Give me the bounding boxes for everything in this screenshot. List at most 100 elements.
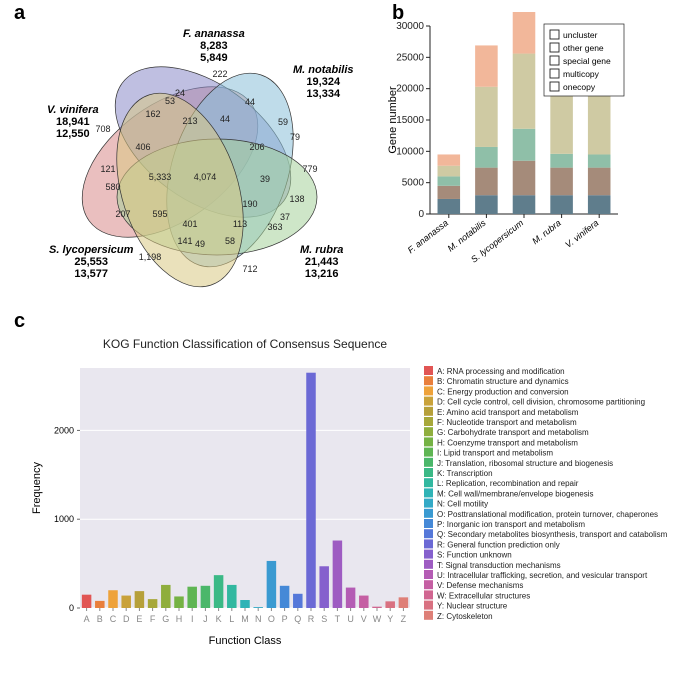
svg-text:V. vinifera: V. vinifera [563, 218, 600, 250]
svg-text:213: 213 [182, 116, 197, 126]
svg-text:2000: 2000 [54, 425, 74, 435]
svg-text:49: 49 [195, 239, 205, 249]
svg-text:712: 712 [242, 264, 257, 274]
svg-text:P: P [282, 614, 288, 624]
svg-text:H: H [176, 614, 183, 624]
svg-text:C: Energy production and conve: C: Energy production and conversion [437, 387, 569, 396]
kog-svg: KOG Function Classification of Consensus… [20, 328, 680, 673]
species-label: S. lycopersicum25,55313,577 [49, 244, 133, 280]
stacked-svg: 0 5000 10000 15000 20000 25000 30000 Gene numbe… [382, 12, 682, 292]
svg-text:B: Chromatin structure and dyn: B: Chromatin structure and dynamics [437, 377, 569, 386]
svg-text:L: Replication, recombination: L: Replication, recombination and repair [437, 479, 579, 488]
svg-text:other gene: other gene [563, 43, 604, 53]
svg-text:121: 121 [100, 164, 115, 174]
svg-text:44: 44 [245, 97, 255, 107]
svg-text:O: Posttranslational modificat: O: Posttranslational modification, prote… [437, 510, 658, 519]
svg-text:0: 0 [418, 209, 424, 220]
svg-text:N: N [255, 614, 262, 624]
svg-text:401: 401 [182, 219, 197, 229]
svg-text:Z: Z [401, 614, 407, 624]
svg-text:I: I [191, 614, 194, 624]
svg-text:5000: 5000 [402, 178, 425, 189]
svg-text:138: 138 [289, 194, 304, 204]
svg-text:Q: Secondary metabolites biosy: Q: Secondary metabolites biosynthesis, t… [437, 530, 668, 539]
svg-text:W: Extracellular structures: W: Extracellular structures [437, 591, 530, 600]
svg-text:44: 44 [220, 114, 230, 124]
svg-text:206: 206 [249, 142, 264, 152]
svg-text:M. rubra: M. rubra [530, 218, 563, 247]
svg-text:363: 363 [267, 222, 282, 232]
svg-text:G: G [162, 614, 169, 624]
svg-text:24: 24 [175, 88, 185, 98]
svg-text:15000: 15000 [396, 115, 424, 126]
svg-text:A: A [84, 614, 90, 624]
svg-text:M: Cell wall/membrane/envelope: M: Cell wall/membrane/envelope biogenesi… [437, 489, 594, 498]
svg-text:406: 406 [135, 142, 150, 152]
svg-text:R: General function prediction: R: General function prediction only [437, 540, 560, 549]
svg-text:79: 79 [290, 132, 300, 142]
svg-text:222: 222 [212, 69, 227, 79]
svg-text:special gene: special gene [563, 56, 611, 66]
svg-text:T: T [335, 614, 341, 624]
svg-text:5,333: 5,333 [149, 172, 172, 182]
svg-text:Y: Y [387, 614, 393, 624]
svg-text:R: R [308, 614, 315, 624]
svg-text:F. ananassa: F. ananassa [406, 218, 450, 256]
svg-text:779: 779 [302, 164, 317, 174]
svg-text:M: M [241, 614, 249, 624]
svg-text:V: V [361, 614, 367, 624]
species-label: F. ananassa8,2835,849 [183, 28, 245, 64]
svg-text:F: F [150, 614, 156, 624]
svg-text:Z: Cytoskeleton: Z: Cytoskeleton [437, 612, 493, 621]
svg-text:39: 39 [260, 174, 270, 184]
svg-text:U: U [347, 614, 354, 624]
svg-text:K: K [216, 614, 222, 624]
svg-text:KOG Function Classification of: KOG Function Classification of Consensus… [103, 337, 387, 351]
svg-text:O: O [268, 614, 275, 624]
svg-text:113: 113 [233, 219, 247, 229]
svg-text:D: Cell cycle control, cell di: D: Cell cycle control, cell division, ch… [437, 398, 645, 407]
svg-text:1,198: 1,198 [139, 252, 162, 262]
svg-text:H: Coenzyme transport and meta: H: Coenzyme transport and metabolism [437, 438, 578, 447]
svg-text:L: L [229, 614, 234, 624]
svg-text:30000: 30000 [396, 21, 424, 32]
svg-text:B: B [97, 614, 103, 624]
svg-text:E: E [136, 614, 142, 624]
svg-text:10000: 10000 [396, 146, 424, 157]
svg-text:20000: 20000 [396, 84, 424, 95]
svg-text:V: Defense mechanisms: V: Defense mechanisms [437, 581, 523, 590]
svg-text:U: Intracellular trafficking,: U: Intracellular trafficking, secretion,… [437, 571, 648, 580]
svg-text:S: Function unknown: S: Function unknown [437, 551, 512, 560]
species-label: M. rubra21,44313,216 [300, 244, 343, 280]
svg-text:Q: Q [294, 614, 301, 624]
svg-text:1000: 1000 [54, 514, 74, 524]
svg-text:Function Class: Function Class [209, 635, 282, 647]
svg-text:P: Inorganic ion transport and: P: Inorganic ion transport and metabolis… [437, 520, 585, 529]
svg-text:Y: Nuclear structure: Y: Nuclear structure [437, 602, 508, 611]
svg-text:59: 59 [278, 117, 288, 127]
svg-text:37: 37 [280, 212, 290, 222]
svg-text:A: RNA processing and modifica: A: RNA processing and modification [437, 367, 565, 376]
svg-text:141: 141 [177, 236, 192, 246]
svg-text:onecopy: onecopy [563, 82, 596, 92]
svg-text:4,074: 4,074 [194, 172, 217, 182]
svg-text:W: W [373, 614, 382, 624]
species-label: M. notabilis19,32413,334 [293, 64, 354, 100]
svg-text:F: Nucleotide transport and me: F: Nucleotide transport and metabolism [437, 418, 577, 427]
svg-text:K: Transcription: K: Transcription [437, 469, 493, 478]
svg-text:162: 162 [145, 109, 160, 119]
svg-text:595: 595 [152, 209, 167, 219]
species-label: V. vinifera18,94112,550 [47, 104, 99, 140]
svg-text:N: Cell motility: N: Cell motility [437, 500, 488, 509]
svg-text:I: Lipid transport and metabol: I: Lipid transport and metabolism [437, 449, 553, 458]
svg-text:190: 190 [242, 199, 257, 209]
svg-text:J: Translation, ribosomal stru: J: Translation, ribosomal structure and … [437, 459, 613, 468]
svg-text:25000: 25000 [396, 52, 424, 63]
svg-text:58: 58 [225, 236, 235, 246]
svg-text:uncluster: uncluster [563, 30, 598, 40]
svg-text:Gene number: Gene number [387, 86, 399, 154]
kog-container: KOG Function Classification of Consensus… [20, 328, 680, 673]
svg-text:C: C [110, 614, 117, 624]
svg-text:580: 580 [105, 182, 120, 192]
svg-text:G: Carbohydrate transport and: G: Carbohydrate transport and metabolism [437, 428, 589, 437]
